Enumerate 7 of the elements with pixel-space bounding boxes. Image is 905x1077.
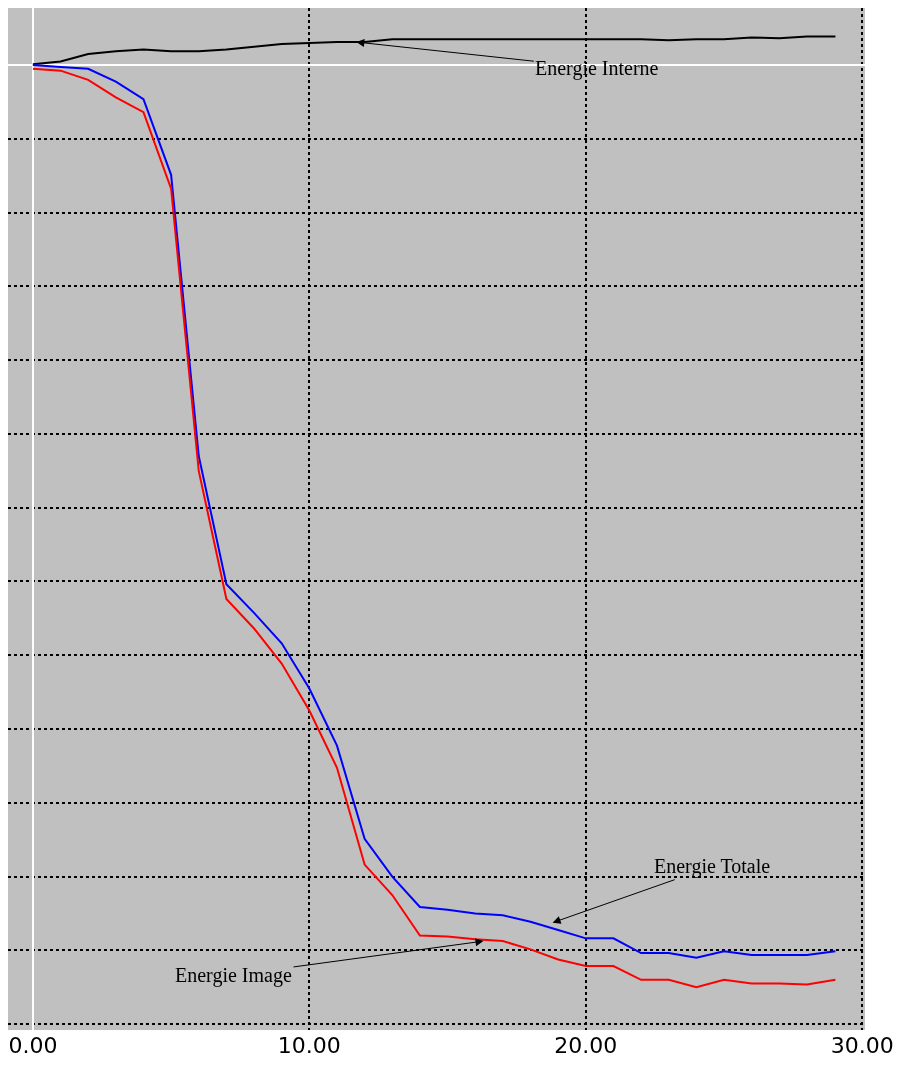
- x-tick-label: 30.00: [830, 1033, 894, 1058]
- annotation: Energie Interne: [535, 57, 659, 80]
- annotation: Energie Image: [175, 964, 292, 987]
- x-tick-label: 0.00: [8, 1033, 58, 1058]
- x-tick-label: 20.00: [554, 1033, 618, 1058]
- annotation: Energie Totale: [654, 855, 771, 878]
- x-tick-label: 10.00: [277, 1033, 341, 1058]
